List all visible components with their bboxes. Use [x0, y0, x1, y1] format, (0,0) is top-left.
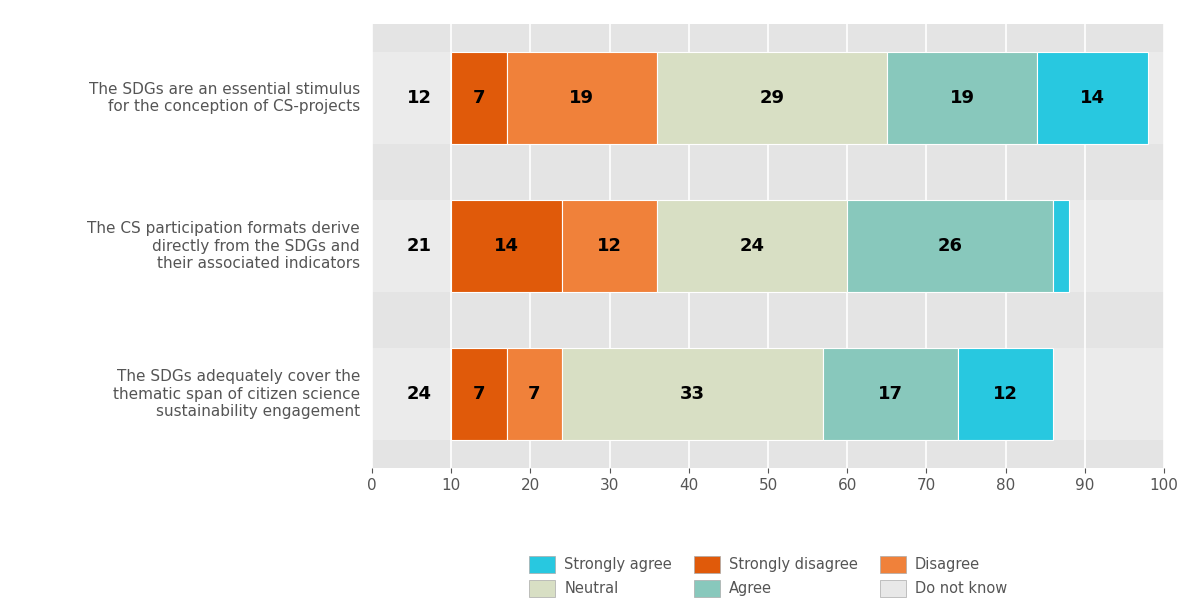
Legend: Strongly agree, Neutral, Strongly disagree, Agree, Disagree, Do not know: Strongly agree, Neutral, Strongly disagr…: [523, 550, 1013, 600]
Bar: [451, 348, 506, 440]
Bar: [451, 200, 562, 292]
Text: The SDGs adequately cover the
thematic span of citizen science
sustainability en: The SDGs adequately cover the thematic s…: [113, 369, 360, 419]
Bar: [562, 200, 658, 292]
Bar: [1054, 200, 1069, 292]
Text: 19: 19: [949, 89, 974, 107]
Text: 14: 14: [1080, 89, 1105, 107]
Text: 12: 12: [598, 237, 622, 255]
Text: 24: 24: [407, 385, 432, 403]
Bar: [506, 348, 562, 440]
Text: The CS participation formats derive
directly from the SDGs and
their associated : The CS participation formats derive dire…: [88, 221, 360, 271]
Bar: [451, 52, 506, 144]
Text: 17: 17: [878, 385, 904, 403]
Text: 24: 24: [739, 237, 764, 255]
Bar: [658, 200, 847, 292]
Text: 7: 7: [473, 89, 485, 107]
Text: 26: 26: [937, 237, 962, 255]
Bar: [372, 52, 1164, 144]
Bar: [1037, 52, 1148, 144]
Text: 7: 7: [528, 385, 541, 403]
Bar: [562, 348, 823, 440]
Bar: [372, 200, 1164, 292]
Bar: [823, 348, 958, 440]
Text: 12: 12: [407, 89, 432, 107]
Text: 7: 7: [473, 385, 485, 403]
Text: 33: 33: [680, 385, 706, 403]
Text: 14: 14: [494, 237, 520, 255]
Text: 12: 12: [994, 385, 1018, 403]
Bar: [506, 52, 658, 144]
Bar: [658, 52, 887, 144]
Bar: [958, 348, 1054, 440]
Text: 21: 21: [407, 237, 432, 255]
Text: The SDGs are an essential stimulus
for the conception of CS-projects: The SDGs are an essential stimulus for t…: [89, 82, 360, 114]
Bar: [847, 200, 1054, 292]
Text: 29: 29: [760, 89, 785, 107]
Bar: [887, 52, 1037, 144]
Text: 19: 19: [569, 89, 594, 107]
Bar: [372, 348, 1164, 440]
